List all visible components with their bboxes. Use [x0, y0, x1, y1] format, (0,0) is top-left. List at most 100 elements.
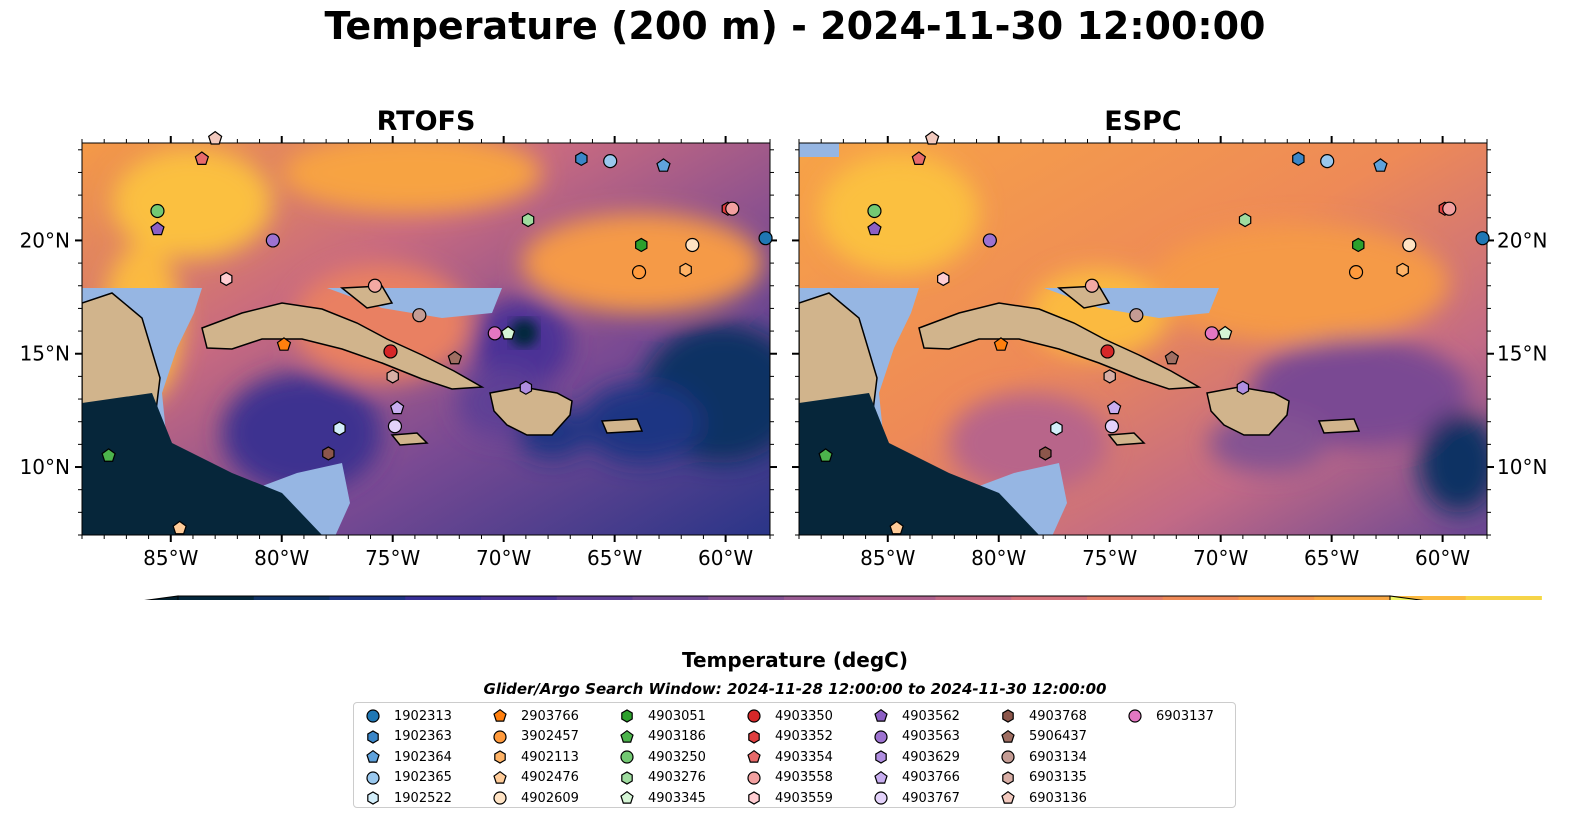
lat-tick-label: 10°N: [20, 455, 70, 479]
legend-item-4902113: 4902113: [489, 747, 579, 767]
legend-label: 4903352: [775, 729, 833, 744]
search-window-text: Glider/Argo Search Window: 2024-11-28 12…: [483, 680, 1107, 698]
legend-marker-4903558: [747, 770, 761, 785]
legend-item-4903629: 4903629: [870, 747, 960, 767]
panel-title-espc: ESPC: [1104, 106, 1182, 137]
legend-marker-4903766: [874, 770, 888, 784]
float-marker-1902364: [656, 158, 671, 172]
legend-marker-6903135: [1002, 770, 1014, 785]
colorbar-segment: [784, 596, 861, 600]
legend-marker-6903134: [1001, 750, 1015, 764]
legend-label: 1902365: [394, 770, 452, 785]
legend-label: 4903559: [775, 790, 833, 806]
legend-label: 3902457: [521, 729, 579, 744]
float-marker-1902365: [603, 154, 618, 169]
float-marker-6903134: [1129, 308, 1144, 323]
float-marker-2903766: [276, 337, 292, 351]
float-marker-1902522: [1050, 421, 1063, 436]
lon-tick-label: 85°W: [860, 546, 915, 570]
legend-marker-1902522: [367, 791, 379, 805]
legend-marker-icon: [875, 750, 887, 764]
colorbar-segment: [708, 596, 785, 600]
float-marker-6903137: [487, 326, 502, 341]
float-marker-1902364: [1373, 158, 1388, 172]
lat-tick-label: 15°N: [20, 342, 70, 366]
colorbar-segment: [329, 596, 406, 600]
lon-tick-label: 80°W: [254, 546, 309, 570]
colorbar-segment: [481, 596, 558, 600]
legend-marker-4903767: [874, 791, 888, 805]
rtofs-float-markers: [101, 130, 773, 535]
lon-tick-label: 65°W: [587, 546, 642, 570]
legend-marker-icon: [1128, 709, 1142, 723]
legend-marker-1902363: [367, 729, 379, 744]
legend-marker-icon: [494, 750, 506, 764]
legend-label: 4903767: [902, 790, 960, 806]
float-marker-1902313: [1475, 231, 1490, 246]
legend-marker-4903352: [748, 729, 760, 744]
legend-marker-4903186: [620, 729, 634, 743]
float-marker-6903137: [1204, 326, 1219, 341]
float-marker-4902476: [889, 520, 904, 535]
float-marker-4903558: [1442, 201, 1457, 216]
float-marker-3902457: [631, 265, 647, 280]
float-marker-4903559: [937, 271, 950, 287]
float-marker-6903136: [207, 130, 223, 145]
float-marker-4903350: [383, 344, 398, 359]
lon-tick-label: 70°W: [476, 546, 531, 570]
legend-marker-icon: [366, 770, 380, 785]
float-marker-1902363: [575, 151, 588, 167]
float-marker-1902522: [333, 421, 346, 436]
legend-marker-icon: [1001, 729, 1015, 743]
float-marker-1902363: [1292, 151, 1305, 167]
float-marker-4902113: [1396, 262, 1409, 278]
colorbar-under-arrow: [144, 595, 179, 600]
float-marker-6903138: [367, 278, 383, 293]
legend-item-4903562: 4903562: [870, 706, 960, 726]
legend-item-4903354: 4903354: [743, 747, 833, 767]
legend-marker-icon: [1001, 750, 1015, 764]
float-marker-4903562: [867, 221, 882, 236]
legend-marker-4903629: [875, 750, 887, 764]
float-marker-4903562: [150, 221, 165, 236]
colorbar-segment: [1390, 596, 1467, 600]
legend-marker-6903136: [1001, 790, 1015, 804]
legend-item-4903350: 4903350: [743, 706, 833, 726]
legend-marker-icon: [366, 749, 380, 763]
colorbar-segment: [935, 596, 1012, 600]
legend-marker-icon: [493, 729, 507, 744]
colorbar-segment: [1011, 596, 1088, 600]
legend-label: 1902522: [394, 790, 452, 806]
float-marker-4903354: [194, 151, 210, 165]
float-marker-4903766: [1106, 400, 1122, 415]
float-marker-4903276: [1238, 212, 1252, 228]
legend-marker-icon: [493, 791, 507, 805]
legend-marker-icon: [748, 729, 760, 744]
main-title: Temperature (200 m) - 2024-11-30 12:00:0…: [324, 4, 1266, 48]
float-marker-4902476: [172, 520, 187, 535]
legend-marker-4903354: [747, 749, 761, 763]
espc-axis-ticks: 85°W 80°W 75°W 70°W 65°W 60°W 20°N 15°N 10°N: [792, 136, 1547, 570]
legend-marker-4902609: [493, 791, 507, 805]
float-marker-4903250: [150, 203, 165, 219]
legend-label: 4903766: [902, 770, 960, 785]
legend-item-6903136: 6903136: [997, 788, 1087, 808]
float-marker-4902113: [679, 262, 692, 278]
lon-tick-label: 75°W: [365, 546, 420, 570]
legend-item-1902522: 1902522: [362, 788, 452, 808]
lat-tick-label: 15°N: [1497, 342, 1547, 366]
float-marker-4903051: [635, 237, 648, 253]
colorbar-label: Temperature (degC): [682, 648, 908, 672]
legend-label: 4903186: [648, 729, 706, 744]
colorbar-segment: [1087, 596, 1164, 600]
legend-item-5906437: 5906437: [997, 727, 1087, 747]
legend-label: 4902476: [521, 770, 579, 785]
float-marker-4903558: [725, 201, 740, 216]
legend-item-4903563: 4903563: [870, 727, 960, 747]
float-marker-4903345: [500, 325, 516, 340]
float-marker-4903768: [322, 446, 335, 461]
legend-marker-4902113: [494, 750, 506, 764]
legend-label: 6903135: [1029, 770, 1087, 785]
float-marker-4903354: [911, 151, 927, 165]
colorbar-segment: [253, 596, 330, 600]
